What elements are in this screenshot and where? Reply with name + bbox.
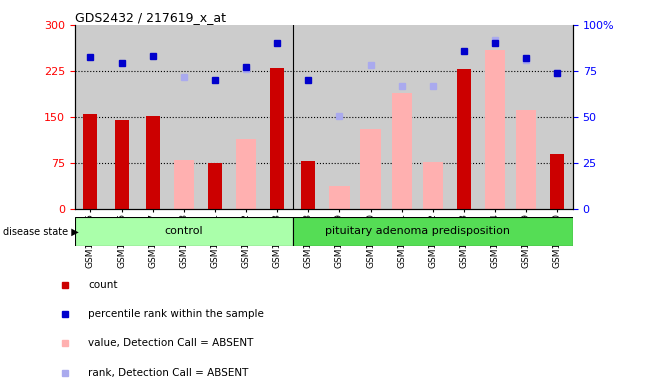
Bar (361, 129, 381, 209)
Bar (174, 160, 194, 209)
Bar (485, 50, 505, 209)
Bar (270, 68, 284, 209)
Bar (83, 114, 98, 209)
Text: rank, Detection Call = ABSENT: rank, Detection Call = ABSENT (88, 367, 248, 377)
Bar (422, 162, 443, 209)
Bar (516, 110, 536, 209)
Text: pituitary adenoma predisposition: pituitary adenoma predisposition (325, 226, 510, 237)
Text: disease state ▶: disease state ▶ (3, 226, 79, 237)
Bar (391, 93, 412, 209)
Text: GDS2432 / 217619_x_at: GDS2432 / 217619_x_at (75, 11, 226, 24)
Bar (115, 120, 128, 209)
Bar (208, 163, 222, 209)
Text: percentile rank within the sample: percentile rank within the sample (88, 309, 264, 319)
Bar (329, 186, 350, 209)
Bar (146, 116, 159, 209)
Bar (293, 217, 573, 246)
Text: control: control (165, 226, 203, 237)
Bar (457, 69, 471, 209)
Bar (550, 154, 564, 209)
Bar (75, 217, 293, 246)
Bar (236, 139, 256, 209)
Text: count: count (88, 280, 117, 290)
Bar (301, 161, 315, 209)
Text: value, Detection Call = ABSENT: value, Detection Call = ABSENT (88, 338, 253, 348)
